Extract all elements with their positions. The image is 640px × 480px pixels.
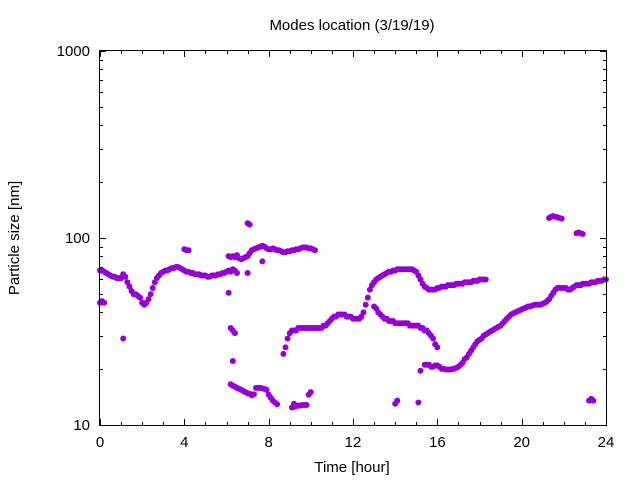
data-point: [225, 289, 232, 296]
data-point: [282, 344, 289, 351]
x-tick-label: 16: [429, 434, 446, 451]
x-tick-label: 12: [345, 434, 362, 451]
data-point: [558, 215, 565, 222]
data-point: [312, 247, 318, 254]
data-point: [415, 399, 422, 406]
x-tick-label: 0: [96, 434, 104, 451]
data-point: [149, 285, 156, 291]
data-point: [229, 358, 236, 364]
data-point: [360, 309, 367, 316]
x-axis-label: Time [hour]: [314, 459, 389, 476]
data-point: [307, 389, 314, 396]
x-tick-label: 8: [264, 434, 272, 451]
data-point: [231, 330, 238, 337]
ticks-layer: 0 4 8 12 16 20 24 10 100 1000: [57, 43, 615, 451]
data-point: [579, 231, 586, 237]
data-point: [362, 301, 369, 308]
data-point: [126, 283, 133, 290]
data-point: [101, 299, 108, 306]
data-point: [280, 350, 287, 357]
data-point: [137, 294, 144, 301]
y-axis-label: Particle size [nm]: [6, 181, 23, 295]
data-point: [274, 401, 281, 408]
data-point: [291, 400, 297, 407]
data-point: [482, 276, 489, 283]
data-point: [147, 291, 154, 298]
y-tick-label: 100: [65, 230, 90, 247]
data-point: [120, 335, 127, 342]
data-point: [185, 247, 192, 254]
x-tick-label: 20: [513, 434, 530, 451]
x-tick-label: 24: [598, 434, 615, 451]
y-tick-label: 10: [73, 417, 90, 434]
data-point: [145, 296, 152, 303]
data-point: [259, 258, 266, 265]
data-point: [284, 335, 291, 342]
data-point: [246, 221, 253, 228]
data-point: [303, 402, 310, 408]
data-point: [263, 386, 270, 393]
chart-title: Modes location (3/19/19): [269, 17, 434, 34]
data-point: [234, 270, 240, 276]
data-point: [364, 294, 371, 301]
plot-frame: [99, 50, 607, 426]
y-tick-label: 1000: [57, 43, 90, 60]
data-point: [417, 367, 424, 374]
data-point: [434, 344, 441, 351]
data-point: [392, 400, 399, 407]
x-tick-label: 4: [180, 434, 188, 451]
data-point: [590, 397, 597, 404]
data-point: [366, 286, 373, 293]
points-layer: [97, 213, 609, 411]
data-point: [250, 391, 257, 398]
data-point: [430, 335, 437, 342]
data-point: [122, 273, 129, 280]
data-point: [244, 270, 251, 276]
